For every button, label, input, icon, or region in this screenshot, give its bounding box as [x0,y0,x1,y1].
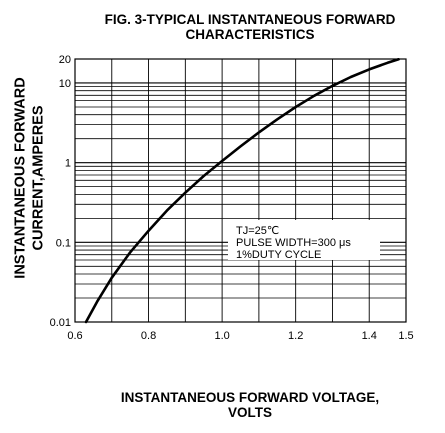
x-tick-label: 1.0 [214,330,229,342]
plot-frame [74,58,407,323]
y-tick-label: 1 [65,158,71,170]
y-tick-label: 0.01 [50,317,71,329]
annotation-background [228,220,380,260]
x-axis-label-line1: INSTANTANEOUS FORWARD VOLTAGE, [120,390,380,405]
y-tick-label: 0.1 [56,237,71,249]
y-tick-label: 20 [59,54,71,66]
x-tick-label: 0.8 [141,330,156,342]
x-tick-label: 1.4 [362,330,377,342]
y-tick-label: 10 [59,78,71,90]
annotation-line: 1%DUTY CYCLE [236,249,321,261]
x-tick-label: 1.5 [398,330,413,342]
tick-labels: 0.6 0.8 1.0 1.2 1.4 1.5 0.01 0.1 1 10 20 [50,54,414,342]
data-series [84,58,400,324]
x-axis-label-line2: VOLTS [227,405,272,420]
grid-lines [74,58,407,323]
chart-title-line2: CHARACTERISTICS [185,27,315,42]
forward-characteristic-curve [84,58,400,324]
x-tick-label: 0.6 [67,330,82,342]
annotation-line: PULSE WIDTH=300 μs [236,237,351,249]
annotation-line: TJ=25℃ [236,225,279,237]
x-tick-label: 1.2 [288,330,303,342]
chart-title-line1: FIG. 3-TYPICAL INSTANTANEOUS FORWARD [104,12,396,27]
